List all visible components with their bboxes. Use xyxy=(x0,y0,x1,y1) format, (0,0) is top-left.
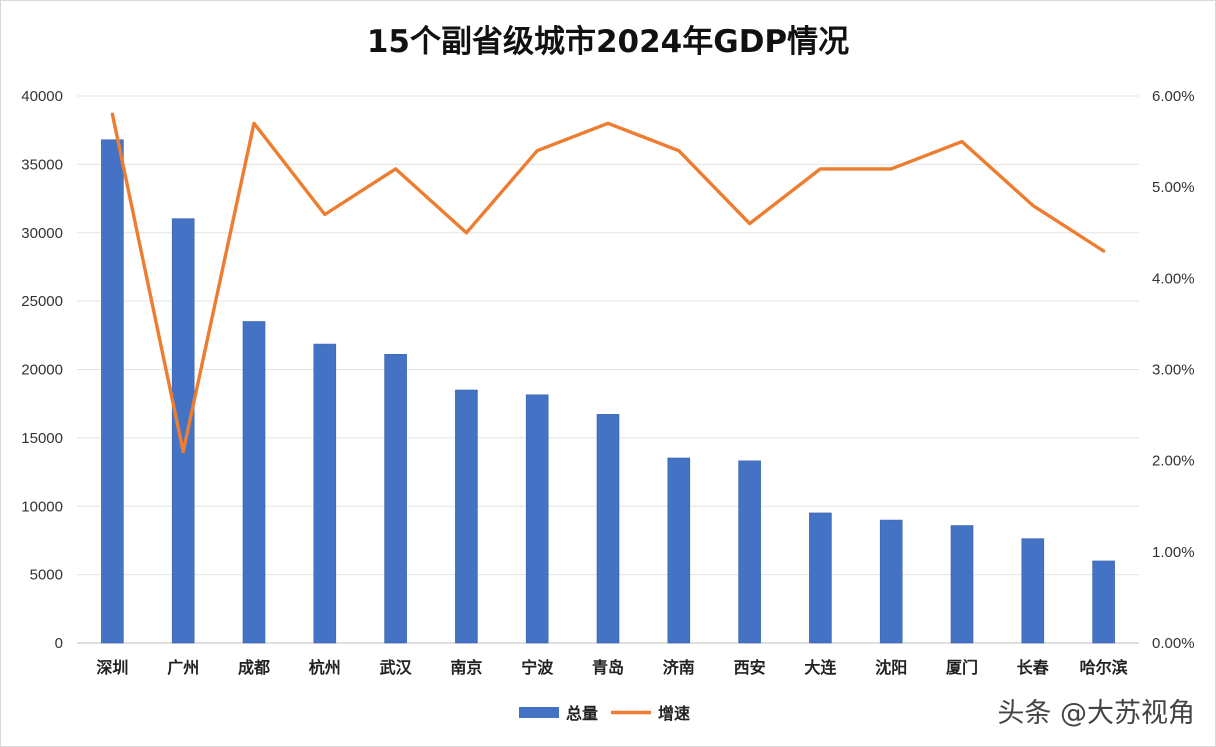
category-label: 济南 xyxy=(663,658,695,677)
category-label: 沈阳 xyxy=(875,658,907,677)
bar xyxy=(242,321,266,644)
bar xyxy=(809,512,832,644)
left-tick-label: 20000 xyxy=(21,362,63,379)
bar xyxy=(525,394,549,644)
category-label: 武汉 xyxy=(380,658,413,677)
chart-title: 15个副省级城市2024年GDP情况 xyxy=(367,24,849,60)
category-label: 宁波 xyxy=(521,658,554,677)
left-axis: 0 5000 10000 15000 20000 25000 30000 35000 40000 xyxy=(21,88,63,652)
legend-bar-swatch xyxy=(519,707,559,718)
bar xyxy=(455,389,478,644)
growth-line xyxy=(110,112,1106,454)
left-tick-label: 0 xyxy=(55,635,63,652)
line-series xyxy=(110,112,1106,454)
left-tick-label: 35000 xyxy=(21,156,63,173)
category-label: 南京 xyxy=(450,658,482,677)
left-tick-label: 40000 xyxy=(21,88,63,105)
category-label: 大连 xyxy=(804,658,837,677)
right-tick-label: 2.00% xyxy=(1152,453,1195,470)
category-label: 西安 xyxy=(734,658,766,677)
bar xyxy=(1021,538,1045,644)
right-tick-label: 6.00% xyxy=(1152,88,1195,105)
left-tick-label: 15000 xyxy=(21,430,63,447)
right-tick-label: 3.00% xyxy=(1152,362,1195,379)
watermark: 头条 @大苏视角 xyxy=(997,698,1195,729)
left-tick-label: 10000 xyxy=(21,498,63,515)
right-axis: 0.00% 1.00% 2.00% 3.00% 4.00% 5.00% 6.00% xyxy=(1152,88,1195,652)
right-tick-label: 1.00% xyxy=(1152,544,1195,561)
category-label: 深圳 xyxy=(96,658,128,677)
right-tick-label: 5.00% xyxy=(1152,179,1195,196)
bar xyxy=(667,457,691,644)
category-label: 杭州 xyxy=(309,658,341,677)
category-label: 厦门 xyxy=(946,658,978,677)
left-tick-label: 25000 xyxy=(21,293,63,310)
category-label: 哈尔滨 xyxy=(1080,658,1128,677)
legend-label: 总量 xyxy=(566,704,598,723)
category-label: 长春 xyxy=(1017,658,1050,677)
left-tick-label: 30000 xyxy=(21,225,63,242)
bar xyxy=(950,525,974,644)
bar xyxy=(1092,560,1115,644)
bar xyxy=(384,354,407,644)
right-tick-label: 4.00% xyxy=(1152,270,1195,287)
category-label: 广州 xyxy=(167,658,199,677)
bar-series xyxy=(101,139,1115,644)
category-axis: 深圳 广州 成都 杭州 武汉 南京 宁波 青岛 济南 西安 大连 沈阳 厦门 长春 哈尔滨 xyxy=(96,658,1127,677)
bar xyxy=(101,139,124,644)
legend-label: 增速 xyxy=(658,704,690,723)
bar xyxy=(313,343,337,644)
left-tick-label: 5000 xyxy=(30,567,63,584)
category-label: 成都 xyxy=(238,658,270,677)
bar xyxy=(879,519,903,644)
bar xyxy=(738,460,761,644)
bar xyxy=(596,414,620,644)
right-tick-label: 0.00% xyxy=(1152,635,1195,652)
legend: 总量 增速 xyxy=(519,704,690,723)
bar xyxy=(171,218,195,644)
category-label: 青岛 xyxy=(592,658,624,677)
